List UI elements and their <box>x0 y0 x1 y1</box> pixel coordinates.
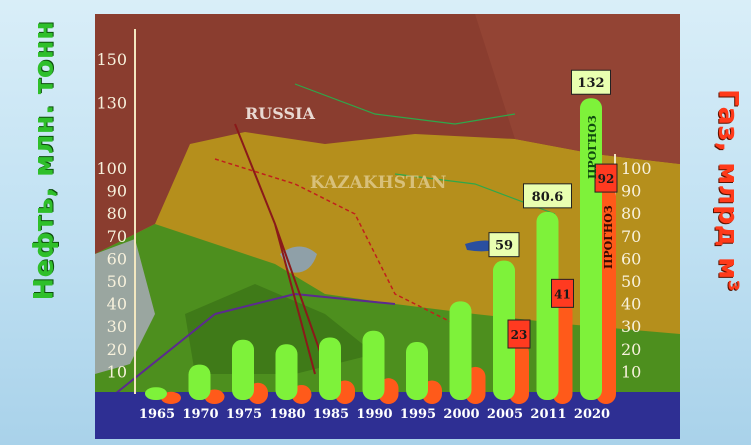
right-tick-label: 70 <box>621 227 641 246</box>
oil-bar <box>536 211 559 400</box>
oil-forecast-label: ПРОГНОЗ <box>586 115 599 179</box>
oil-value-box <box>571 69 611 95</box>
x-tick-label: 1985 <box>313 407 349 422</box>
left-tick-label: 90 <box>107 182 127 201</box>
gas-value-box <box>594 163 618 193</box>
oil-value-label: 59 <box>488 232 520 258</box>
oil-bar <box>406 342 428 400</box>
left-tick-label: 60 <box>107 249 127 268</box>
right-tick-label: 20 <box>621 340 641 359</box>
right-tick-label: 30 <box>621 317 641 336</box>
oil-bar <box>145 387 167 400</box>
oil-value-label: 80.6 <box>523 183 572 209</box>
map-border <box>214 158 456 325</box>
gas-value-text: 92 <box>598 172 615 186</box>
oil-bar <box>188 364 211 400</box>
left-tick-label: 40 <box>107 295 127 314</box>
x-tick-label: 2011 <box>530 407 566 422</box>
gas-value-box <box>551 278 574 308</box>
oil-value-label: 132 <box>571 69 611 95</box>
x-tick-label: 1975 <box>226 407 262 422</box>
right-tick-label: 40 <box>621 295 641 314</box>
right-axis-title: Газ, млрд м³ <box>712 88 744 293</box>
x-tick-label: 2005 <box>487 407 523 422</box>
oil-value-text: 59 <box>495 239 513 254</box>
x-tick-label: 2020 <box>574 407 610 422</box>
left-tick-label: 80 <box>107 204 127 223</box>
oil-bar <box>493 260 515 400</box>
gas-value-label: 41 <box>551 278 574 308</box>
right-tick-label: 100 <box>621 159 652 178</box>
x-tick-label: 1965 <box>139 407 175 422</box>
oil-bar <box>362 330 385 400</box>
left-tick-label: 100 <box>96 159 127 178</box>
map-label-russia: RUSSIA <box>245 104 315 123</box>
x-tick-label: 1980 <box>269 407 305 422</box>
right-tick-label: 90 <box>621 182 641 201</box>
oil-bar <box>232 339 254 400</box>
right-tick-label: 60 <box>621 249 641 268</box>
map-caspian-sea <box>95 239 155 374</box>
left-tick-label: 50 <box>107 272 127 291</box>
chart-panel: RUSSIA KAZAKHSTAN 150 130 100 90 80 70 60 50 40 3… <box>95 14 680 439</box>
x-tick-label: 1995 <box>400 407 436 422</box>
map-route <box>114 293 396 395</box>
left-tick-label: 20 <box>107 340 127 359</box>
gas-value-label: 92 <box>594 163 618 193</box>
left-tick-label: 150 <box>96 50 127 69</box>
left-tick-label: 70 <box>107 227 127 246</box>
oil-bar <box>449 301 472 400</box>
right-tick-label: 80 <box>621 204 641 223</box>
gas-value-box <box>507 319 531 349</box>
oil-value-text: 80.6 <box>532 190 564 205</box>
x-tick-label: 1990 <box>356 407 392 422</box>
map-label-kazakhstan: KAZAKHSTAN <box>310 173 446 193</box>
left-tick-label: 10 <box>107 362 127 381</box>
oil-bar <box>319 337 341 400</box>
right-tick-label: 50 <box>621 272 641 291</box>
x-tick-label: 1970 <box>182 407 218 422</box>
chart-svg: RUSSIA KAZAKHSTAN 150 130 100 90 80 70 60 50 40 3… <box>95 14 680 439</box>
x-tick-label: 2000 <box>443 407 479 422</box>
oil-bar <box>275 344 298 400</box>
right-tick-label: 10 <box>621 362 641 381</box>
left-tick-label: 30 <box>107 317 127 336</box>
oil-value-box <box>523 183 572 209</box>
left-tick-label: 130 <box>96 94 127 113</box>
gas-value-label: 23 <box>507 319 531 349</box>
oil-value-text: 132 <box>577 76 604 91</box>
gas-value-text: 23 <box>511 328 528 342</box>
gas-value-text: 41 <box>554 287 571 301</box>
oil-value-box <box>488 232 520 258</box>
left-axis-title: Нефть, млн. тонн <box>28 20 60 301</box>
gas-forecast-label: ПРОГНОЗ <box>602 205 615 269</box>
